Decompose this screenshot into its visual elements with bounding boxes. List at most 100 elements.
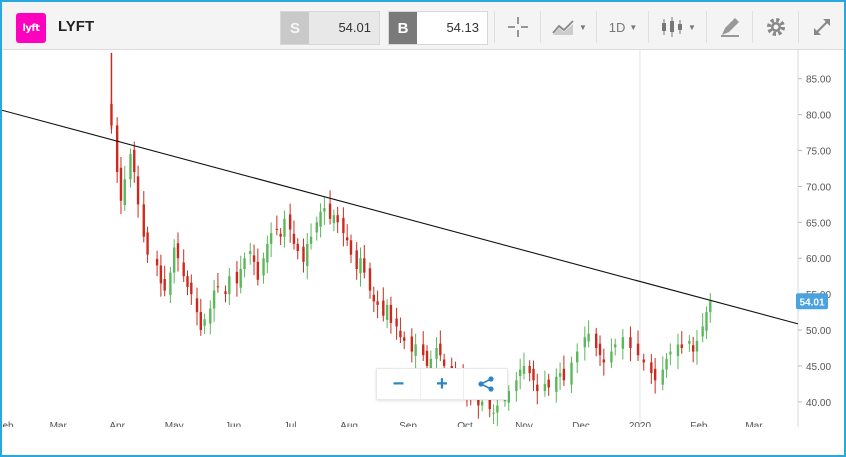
candle-body	[342, 218, 345, 234]
candle-body	[262, 258, 265, 276]
logo-text: lyft	[22, 22, 40, 34]
current-price-label: 54.01	[799, 297, 824, 308]
candle-body	[642, 359, 645, 363]
candle-body	[216, 286, 220, 288]
candlestick-button[interactable]: ▼	[648, 11, 707, 43]
trendline	[2, 109, 799, 325]
y-tick-label: 60.00	[806, 254, 831, 265]
candle-body	[669, 351, 672, 355]
candle-body	[385, 304, 389, 321]
candle-body	[496, 405, 499, 413]
candle-body	[492, 412, 495, 414]
candle-body	[480, 401, 484, 406]
candle-body	[695, 340, 699, 352]
zoom-in-button[interactable]: +	[421, 369, 465, 399]
candle-body	[328, 203, 332, 219]
price-chart[interactable]: 40.0045.0050.0055.0060.0065.0070.0075.00…	[2, 50, 844, 427]
zoom-out-button[interactable]: −	[377, 369, 421, 399]
candle-body	[477, 398, 480, 406]
expand-button[interactable]	[798, 11, 845, 43]
candle-body	[345, 237, 349, 241]
candle-body	[186, 276, 189, 287]
candle-body	[146, 232, 149, 255]
x-tick-label: Jul	[284, 421, 297, 427]
candle-body	[429, 358, 433, 371]
chart-toolbar: lyft LYFT S 54.01 B 54.13 ▼	[2, 2, 844, 50]
candle-body	[636, 343, 640, 356]
x-tick-label: Feb	[690, 421, 708, 427]
minus-icon: −	[392, 372, 405, 395]
y-tick-label: 50.00	[806, 326, 831, 337]
candle-body	[372, 294, 375, 302]
draw-icon	[721, 18, 739, 37]
candle-body	[691, 345, 695, 352]
candle-body	[395, 318, 398, 327]
candle-body	[528, 365, 531, 374]
candle-body	[302, 246, 305, 262]
candle-body	[595, 333, 598, 349]
settings-button[interactable]	[752, 11, 799, 43]
candle-body	[235, 271, 239, 284]
candle-body	[488, 397, 491, 410]
plus-icon: +	[436, 372, 448, 395]
candle-body	[129, 154, 132, 180]
candle-body	[382, 300, 385, 316]
x-tick-label: Mar	[745, 421, 763, 427]
x-tick-label: Sep	[399, 421, 417, 427]
candle-body	[256, 261, 260, 280]
current-price-marker	[796, 293, 828, 310]
sell-button[interactable]: S 54.01	[280, 11, 380, 45]
share-button[interactable]	[464, 369, 507, 399]
chart-type-button[interactable]: ▼	[540, 11, 597, 43]
zoom-controls: − +	[376, 368, 508, 400]
candle-body	[507, 391, 510, 403]
x-tick-label: Dec	[572, 421, 590, 427]
candle-body	[336, 215, 339, 223]
y-tick-label: 75.00	[806, 147, 831, 158]
chevron-down-icon: ▼	[688, 22, 696, 32]
symbol-title: LYFT	[58, 18, 95, 35]
x-tick-label: Oct	[457, 421, 473, 427]
crosshair-icon	[508, 17, 528, 37]
candle-body	[292, 233, 296, 244]
y-tick-label: 40.00	[806, 398, 831, 409]
candle-body	[368, 268, 372, 291]
candle-body	[269, 233, 273, 244]
candle-body	[435, 348, 438, 359]
chevron-down-icon: ▼	[579, 22, 587, 32]
x-tick-label: Feb	[2, 421, 14, 427]
candle-body	[319, 211, 322, 227]
x-tick-label: Jun	[225, 421, 241, 427]
candle-body	[136, 176, 140, 205]
candle-body	[422, 344, 425, 356]
candle-body	[439, 343, 442, 356]
y-tick-label: 45.00	[806, 362, 831, 373]
draw-tools-button[interactable]	[706, 11, 753, 43]
candle-body	[629, 337, 632, 349]
candle-body	[425, 350, 429, 366]
timeframe-button[interactable]: 1D ▼	[596, 11, 649, 43]
crosshair-button[interactable]	[494, 11, 541, 43]
candle-body	[123, 179, 126, 206]
candle-body	[558, 373, 562, 377]
candle-body	[665, 358, 668, 370]
candle-body	[252, 255, 256, 262]
sell-tag: S	[281, 12, 309, 44]
buy-button[interactable]: B 54.13	[388, 11, 488, 45]
settings-icon	[767, 18, 785, 36]
candle-body	[570, 362, 573, 385]
candle-body	[583, 337, 587, 348]
candle-body	[522, 365, 526, 374]
y-tick-label: 85.00	[806, 75, 831, 86]
candle-body	[309, 236, 313, 244]
candle-body	[133, 149, 136, 173]
candle-body	[536, 384, 539, 392]
candle-body	[283, 218, 286, 237]
candle-body	[115, 125, 119, 173]
candle-body	[119, 167, 123, 201]
candle-body	[172, 247, 176, 273]
timeframe-label: 1D	[608, 19, 626, 35]
candle-body	[598, 343, 602, 356]
candle-body	[676, 344, 680, 356]
candle-body	[587, 333, 590, 342]
